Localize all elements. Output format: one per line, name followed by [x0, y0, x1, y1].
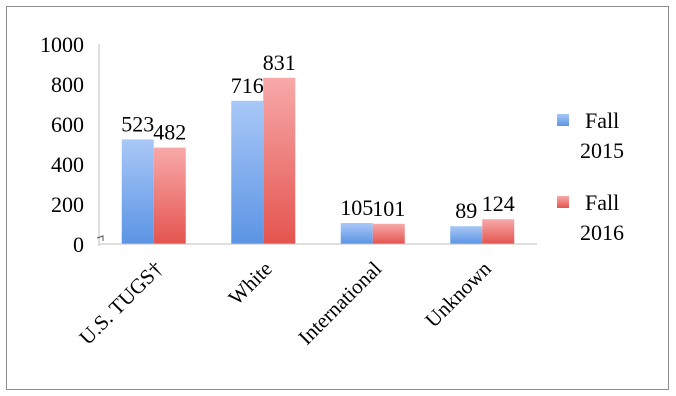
- y-tick-label: 1000: [40, 32, 84, 57]
- category-label: International: [293, 256, 386, 349]
- bars: [121, 77, 515, 244]
- legend-label: 2015: [580, 138, 624, 163]
- y-tick-label: 0: [73, 232, 84, 257]
- legend-label: Fall: [585, 108, 619, 133]
- y-tick-label: 200: [51, 192, 84, 217]
- legend: Fall 2015 Fall 2016: [557, 108, 624, 245]
- category-label: Unknown: [420, 256, 496, 332]
- bar-fall-2016-0: [153, 147, 186, 244]
- legend-label: 2016: [580, 220, 624, 245]
- data-label: 124: [482, 191, 515, 216]
- legend-swatch: [557, 114, 569, 126]
- data-label: 831: [263, 50, 296, 75]
- y-axis: 0 200 400 600 800 1000: [40, 32, 104, 257]
- category-label: White: [224, 257, 277, 310]
- x-axis: U.S. TUGS† White International Unknown: [74, 243, 537, 350]
- bar-fall-2015-0: [121, 139, 154, 244]
- data-label: 101: [372, 196, 405, 221]
- bar-fall-2016-3: [482, 219, 515, 244]
- data-label: 482: [153, 120, 186, 145]
- data-label: 105: [340, 195, 373, 220]
- category-label: U.S. TUGS†: [74, 257, 167, 350]
- y-tick-label: 600: [51, 112, 84, 137]
- bar-fall-2016-2: [372, 223, 405, 244]
- bar-fall-2015-1: [231, 100, 264, 244]
- y-tick-label: 400: [51, 152, 84, 177]
- bar-fall-2015-2: [340, 223, 373, 244]
- y-tick-label: 800: [51, 72, 84, 97]
- axis-break-mark: [96, 235, 104, 241]
- data-label: 523: [121, 111, 154, 136]
- data-label: 716: [231, 73, 264, 98]
- bar-fall-2016-1: [263, 77, 296, 244]
- legend-swatch: [557, 196, 569, 208]
- data-label: 89: [455, 198, 477, 223]
- legend-label: Fall: [585, 190, 619, 215]
- bar-fall-2015-3: [450, 226, 483, 244]
